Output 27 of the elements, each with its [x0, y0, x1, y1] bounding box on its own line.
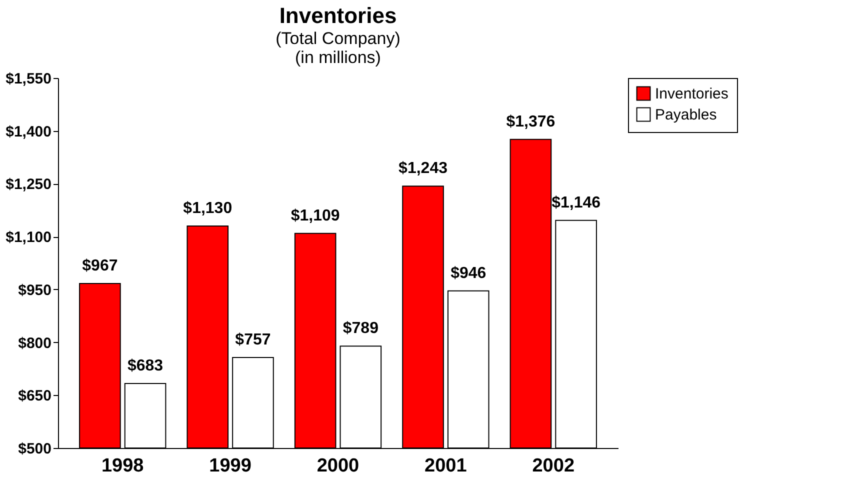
x-tick-label: 2002: [532, 456, 575, 476]
y-tick-label: $650: [18, 388, 52, 405]
y-tick-label: $800: [18, 334, 52, 352]
chart-subtitle: (Total Company) (in millions): [276, 29, 400, 67]
data-label: $967: [82, 257, 118, 274]
data-label: $1,376: [506, 113, 556, 130]
x-tick-label: 2000: [316, 456, 360, 476]
y-tick-label: $1,550: [6, 70, 52, 88]
y-tick-label: $1,400: [6, 123, 52, 140]
data-label: $1,243: [398, 160, 448, 178]
y-tick-label: $950: [18, 282, 52, 299]
data-label: $1,130: [183, 200, 232, 217]
data-label: $757: [235, 331, 271, 348]
x-tick-label: 1999: [209, 456, 252, 476]
data-label: $683: [127, 358, 164, 375]
data-label: $1,109: [290, 207, 340, 224]
data-label: $946: [450, 264, 486, 282]
x-tick-label: 2001: [424, 456, 468, 476]
y-tick-label: $1,250: [6, 176, 52, 194]
data-label: $1,146: [552, 194, 601, 212]
chart-title: Inventories: [279, 3, 397, 28]
data-label: $789: [342, 320, 379, 338]
x-tick-label: 1998: [101, 456, 144, 476]
y-tick-label: $1,100: [6, 229, 52, 246]
legend-label: Inventories: [655, 86, 728, 102]
y-tick-label: $500: [18, 440, 52, 458]
legend-label: Payables: [655, 106, 717, 124]
